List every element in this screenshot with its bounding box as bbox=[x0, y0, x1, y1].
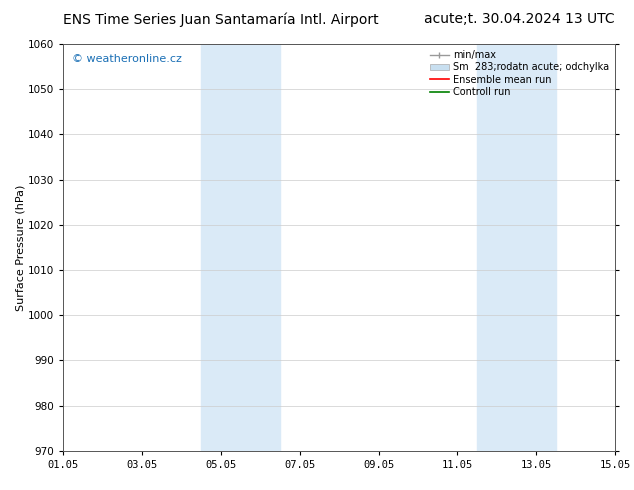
Y-axis label: Surface Pressure (hPa): Surface Pressure (hPa) bbox=[15, 184, 25, 311]
Text: © weatheronline.cz: © weatheronline.cz bbox=[72, 54, 181, 64]
Text: ENS Time Series Juan Santamaría Intl. Airport: ENS Time Series Juan Santamaría Intl. Ai… bbox=[63, 12, 379, 27]
Legend: min/max, Sm  283;rodatn acute; odchylka, Ensemble mean run, Controll run: min/max, Sm 283;rodatn acute; odchylka, … bbox=[426, 46, 613, 101]
Bar bbox=[477, 44, 556, 451]
Bar bbox=[202, 44, 280, 451]
Text: acute;t. 30.04.2024 13 UTC: acute;t. 30.04.2024 13 UTC bbox=[424, 12, 615, 26]
